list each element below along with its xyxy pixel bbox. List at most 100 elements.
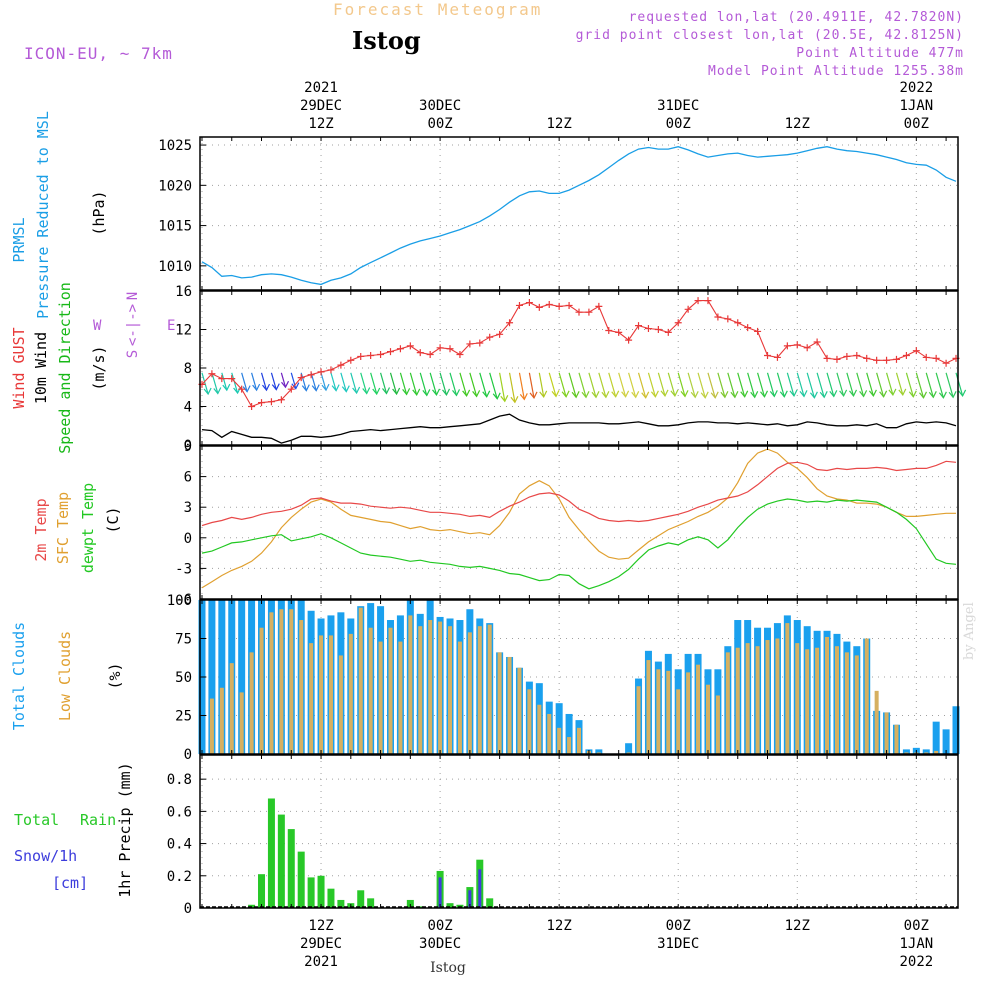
- time-label-bottom: 31DEC: [657, 936, 699, 952]
- low-cloud-bar: [755, 646, 760, 754]
- compass-e: E: [167, 318, 175, 334]
- snow-bar: [478, 869, 482, 908]
- low-cloud-bar: [795, 643, 800, 754]
- gust-marker: [277, 396, 285, 404]
- wind-arrow: [211, 372, 219, 394]
- wind-arrow-head: [938, 391, 947, 399]
- gust-marker: [704, 297, 712, 305]
- low-cloud-bar: [358, 607, 363, 754]
- gust-marker: [317, 368, 325, 376]
- gust-marker: [863, 354, 871, 362]
- wind-arrow-head: [789, 389, 798, 398]
- wind-arrow: [876, 372, 885, 398]
- label-hpa: (hPa): [90, 190, 108, 235]
- wind-arrow: [925, 372, 934, 398]
- low-cloud-bar: [239, 692, 244, 754]
- gust-marker: [942, 359, 950, 367]
- wind-arrow-head: [529, 391, 538, 400]
- gust-marker: [783, 342, 791, 350]
- compass-w: W: [93, 318, 102, 334]
- compass-s: S: [125, 350, 141, 358]
- wind-arrow-head: [510, 396, 519, 404]
- wind-arrow-head: [392, 387, 401, 396]
- y-tick-label: 12: [175, 323, 192, 339]
- wind-arrow: [677, 372, 686, 397]
- wind-arrow-head: [710, 391, 719, 399]
- label-dewpt-temp: dewpt Temp: [79, 483, 97, 573]
- wind-arrow-head: [561, 390, 570, 398]
- station-title: Istog: [352, 26, 421, 55]
- wind-arrow-head: [291, 382, 300, 390]
- wind-arrow: [499, 372, 506, 402]
- wind-arrow-head: [492, 392, 501, 400]
- wind-arrow-head: [571, 391, 580, 399]
- gust-marker: [436, 344, 444, 352]
- wind-arrow: [489, 372, 498, 399]
- wind-arrow: [608, 372, 617, 398]
- wind-arrow-head: [422, 389, 431, 397]
- low-cloud-bar: [219, 687, 224, 754]
- low-cloud-bar: [596, 752, 601, 754]
- total-cloud-bar: [565, 713, 573, 754]
- rain-bar: [416, 906, 424, 908]
- gust-marker: [506, 319, 514, 327]
- wind-arrow-head: [432, 388, 441, 397]
- low-cloud-bar: [408, 615, 413, 754]
- low-cloud-bar: [686, 672, 691, 754]
- total-cloud-bar: [625, 743, 633, 754]
- gust-marker: [833, 355, 841, 363]
- gust-marker: [208, 370, 216, 378]
- gust-marker: [416, 349, 424, 357]
- wind-arrow: [697, 372, 706, 398]
- wind-arrow: [310, 372, 317, 391]
- gust-marker: [734, 319, 742, 327]
- gust-marker: [615, 328, 623, 336]
- meteogram-title: Forecast Meteogram: [333, 0, 543, 19]
- low-cloud-bar: [279, 609, 284, 754]
- wind-labels: Wind GUST 10m Wind Speed and Direction (…: [10, 282, 108, 454]
- wind-arrow: [647, 372, 656, 398]
- low-cloud-bar: [398, 641, 403, 754]
- low-cloud-bar: [448, 626, 453, 754]
- axis-ticks: 10101015102010250481216-6-30369025507510…: [158, 80, 947, 970]
- time-label-bottom: 29DEC: [300, 936, 342, 952]
- low-cloud-bar: [666, 670, 671, 754]
- gust-marker: [406, 342, 414, 350]
- wind-arrow: [598, 372, 607, 398]
- low-cloud-bar: [209, 698, 214, 754]
- wind-arrow-head: [301, 384, 310, 392]
- compass-rose: <-|-> N S W E: [93, 292, 175, 358]
- y-tick-label: 0.6: [167, 804, 192, 820]
- wind-arrow-head: [352, 386, 361, 395]
- pressure-labels: PRMSL Pressure Reduced to MSL (hPa): [10, 111, 108, 319]
- wind-arrow: [479, 372, 488, 398]
- gust-marker: [347, 356, 355, 364]
- wind-arrow: [955, 372, 964, 397]
- time-label-top: 30DEC: [419, 98, 461, 114]
- low-cloud-bar: [289, 609, 294, 754]
- gust-marker: [218, 375, 226, 383]
- wind-arrow: [201, 372, 209, 395]
- y-tick-label: 100: [167, 593, 192, 609]
- low-cloud-bar: [249, 652, 254, 754]
- wind-arrow-head: [769, 390, 778, 398]
- low-cloud-bar: [229, 663, 234, 754]
- low-cloud-bar: [904, 752, 909, 754]
- wind-arrow: [389, 372, 398, 395]
- label-cm: [cm]: [52, 874, 88, 892]
- wind-arrow: [667, 372, 676, 397]
- wind-arrow-head: [551, 390, 560, 398]
- label-percent: (%): [106, 662, 124, 689]
- low-cloud-bar: [874, 690, 879, 754]
- wind-arrow: [320, 372, 327, 391]
- panel-frame: [199, 754, 959, 909]
- wind-arrow: [300, 372, 307, 391]
- wind-arrow-head: [203, 387, 212, 396]
- precip-labels: Total Rain Snow/1h [cm] 1hr Precip (mm): [14, 762, 134, 897]
- low-cloud-bar: [547, 713, 552, 754]
- label-rain: Rain: [80, 811, 116, 829]
- low-cloud-bar: [368, 627, 373, 754]
- wind-arrow: [330, 372, 337, 391]
- total-cloud-bar: [932, 721, 940, 754]
